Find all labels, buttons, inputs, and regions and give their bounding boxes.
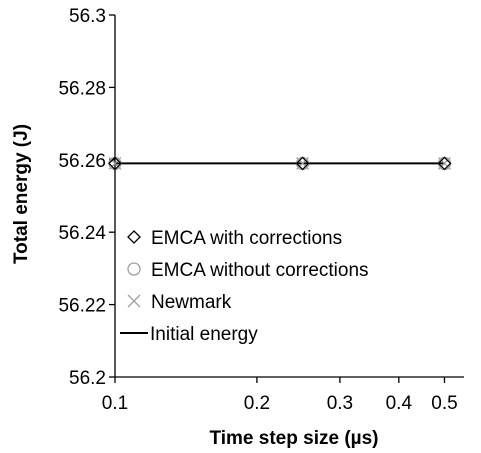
legend-swatch-circle [127,262,141,276]
data-point-diamond [108,156,122,171]
x-tick-label: 0.1 [102,393,128,414]
legend-label: EMCA without corrections [151,260,369,281]
x-axis-title: Time step size (µs) [210,428,379,449]
y-tick-label: 56.24 [58,223,106,244]
y-axis-title: Total energy (J) [11,124,32,264]
data-point-diamond [295,156,310,171]
y-tick-label: 56.22 [58,296,106,317]
legend-swatch-x [127,294,141,308]
x-tick-label: 0.3 [327,393,353,414]
legend-swatch-diamond [127,230,141,244]
data-point-x [108,156,122,170]
y-tick-label: 56.26 [58,151,106,172]
data-point-x [438,156,451,170]
legend-item: Initial energy [120,324,258,345]
legend-label: Initial energy [150,324,258,345]
x-tick-label: 0.5 [431,393,457,414]
data-point-diamond [437,156,452,171]
y-tick-label: 56.28 [58,78,106,99]
legend-item: Newmark [127,292,232,313]
x-tick-label: 0.4 [386,393,413,414]
y-tick-label: 56.2 [69,368,106,389]
axes: 56.2 56.22 56.24 56.26 56.28 56.3 0.1 0.2 0.3 0.4… [58,6,464,414]
data-point-x [296,156,310,170]
legend-item: EMCA without corrections [127,260,369,281]
x-tick-label: 0.2 [244,393,270,414]
legend-item: EMCA with corrections [127,228,342,249]
y-tick-label: 56.3 [69,6,106,27]
data-marks [108,156,452,171]
legend: EMCA with corrections EMCA without correc… [120,228,369,345]
legend-label: EMCA with corrections [151,228,342,249]
legend-label: Newmark [151,292,232,313]
